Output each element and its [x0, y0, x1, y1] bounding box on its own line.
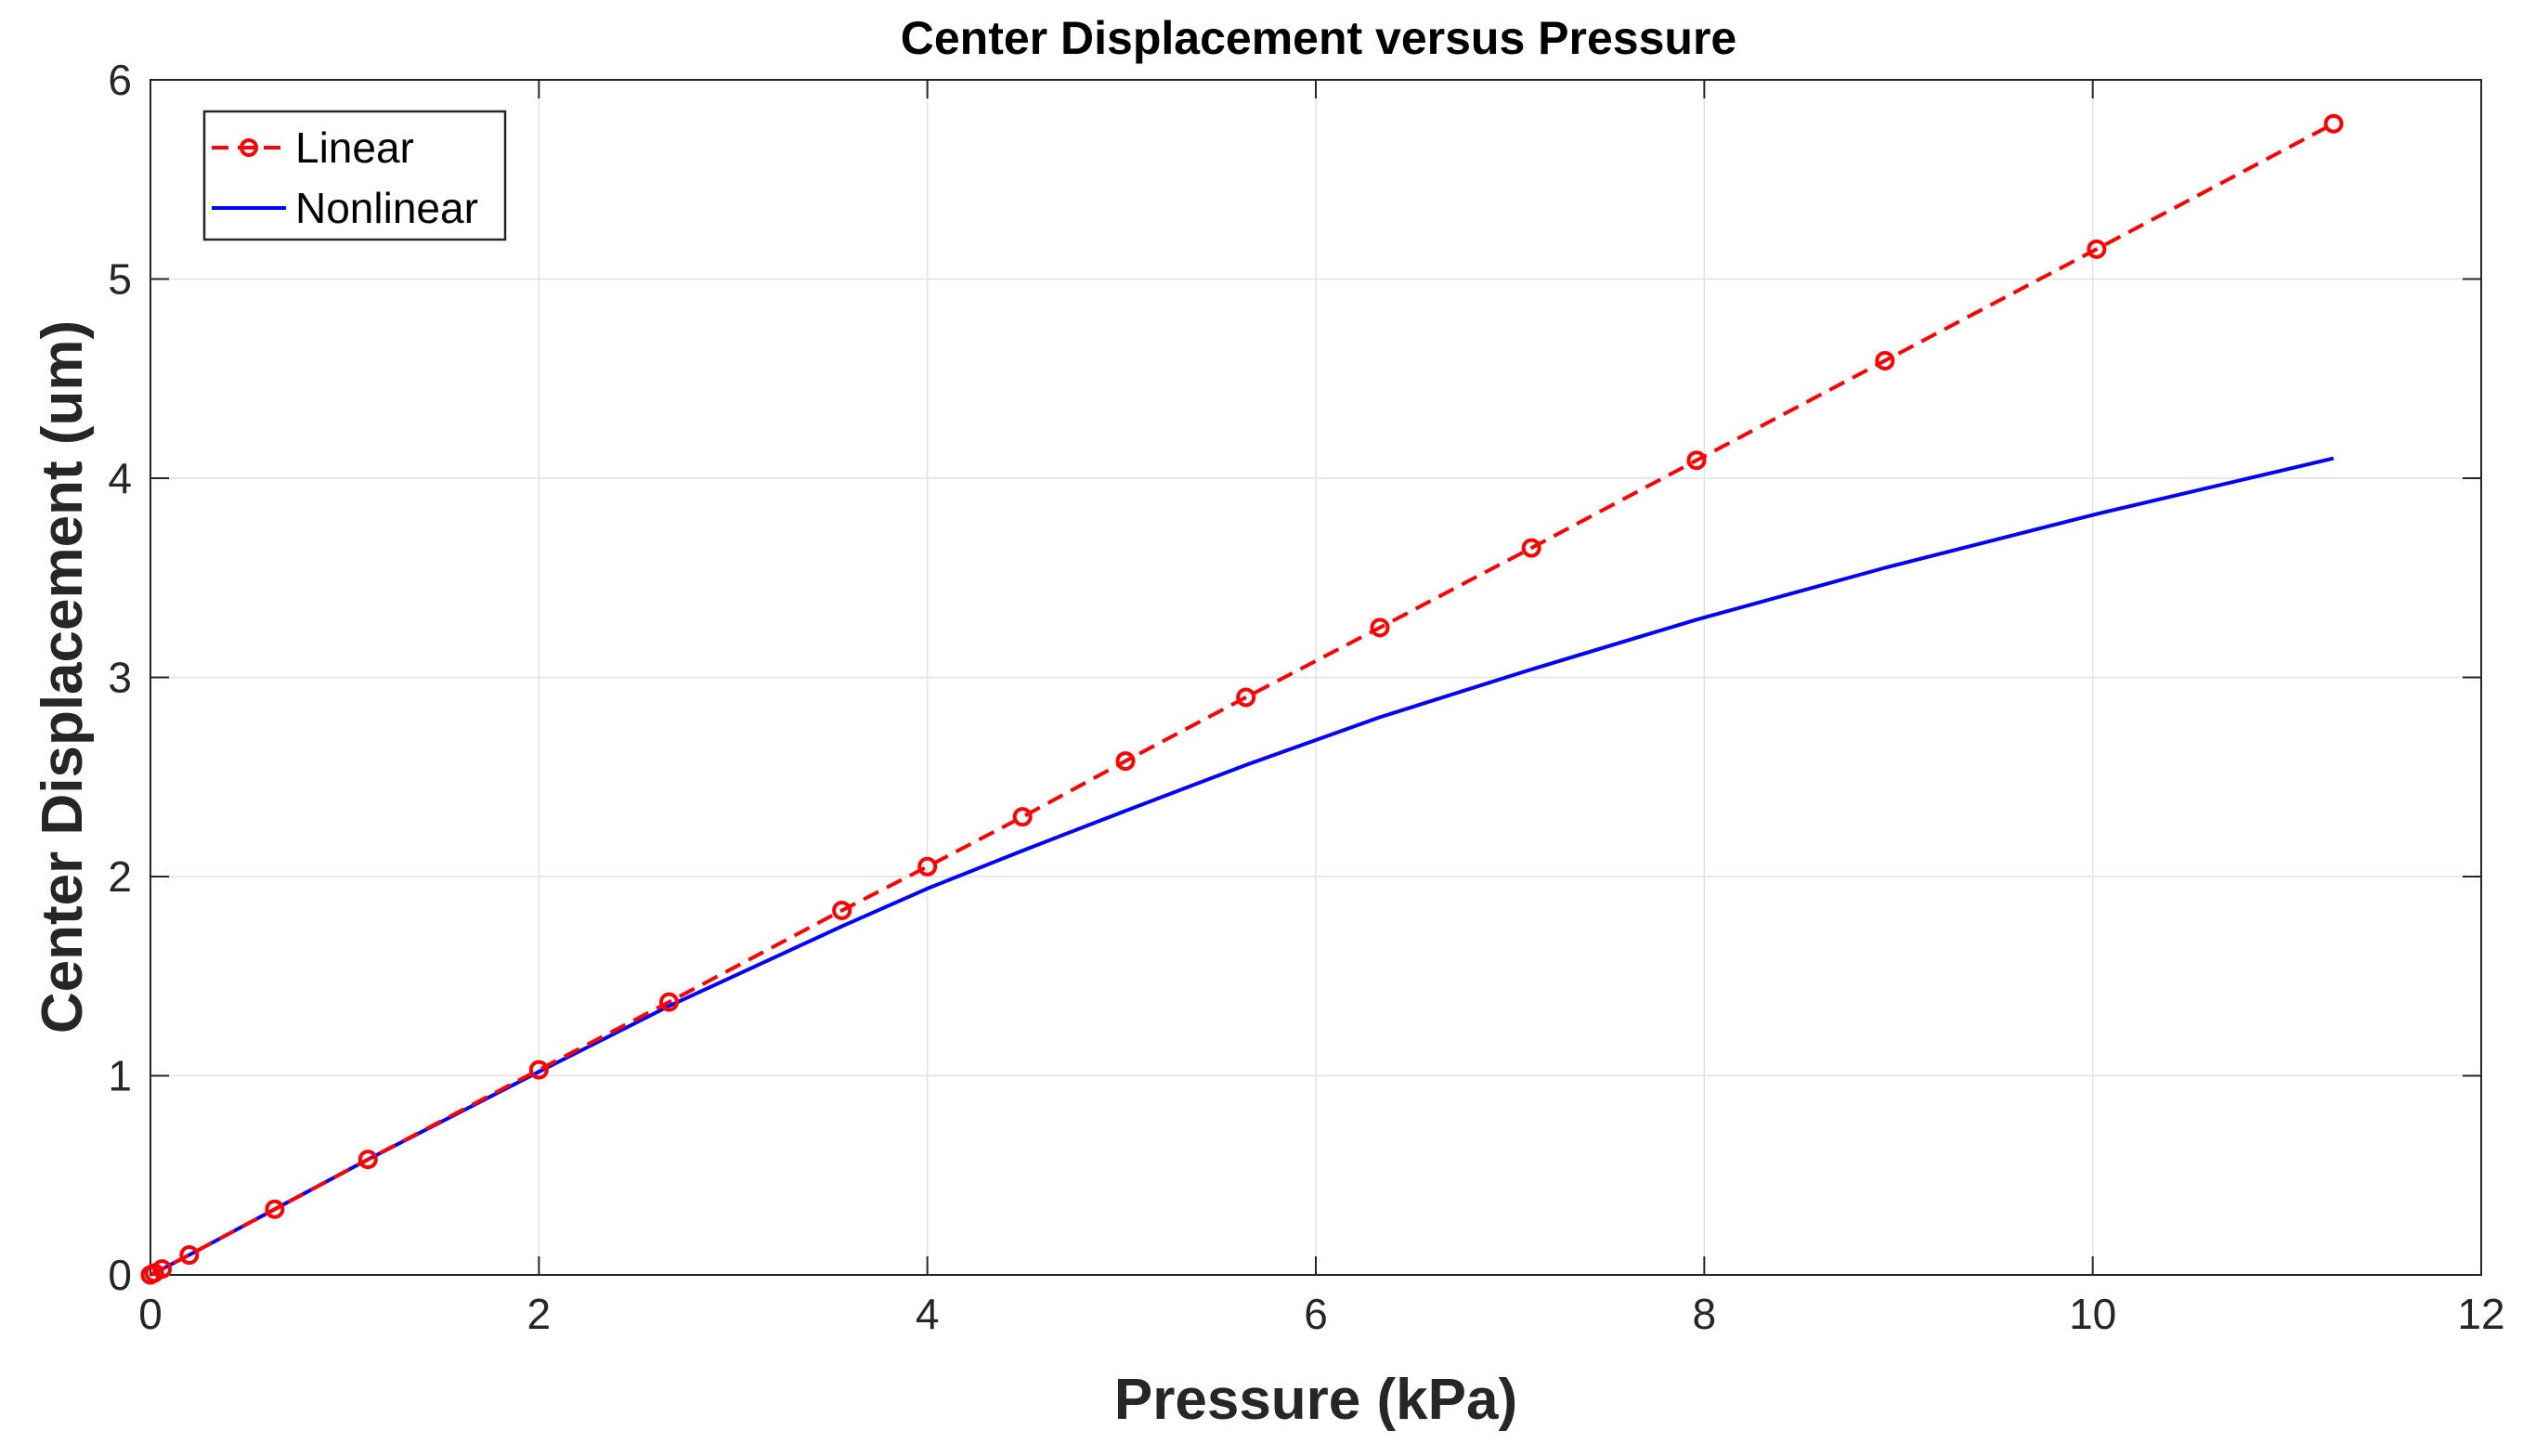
data-point-linear: [917, 856, 938, 877]
data-point-linear: [832, 900, 852, 920]
y-tick-label: 5: [108, 255, 132, 304]
x-tick-label: 4: [916, 1290, 940, 1338]
data-point-linear: [528, 1060, 549, 1080]
data-point-linear: [1370, 618, 1390, 638]
data-point-linear: [1521, 538, 1541, 558]
data-point-linear: [265, 1199, 285, 1219]
data-point-linear: [658, 992, 679, 1012]
y-tick-label: 4: [108, 454, 132, 502]
x-tick-label: 6: [1304, 1290, 1328, 1338]
data-point-linear: [2087, 239, 2107, 259]
data-point-linear: [152, 1259, 173, 1280]
y-tick-label: 6: [108, 56, 132, 104]
x-tick-label: 10: [2069, 1290, 2116, 1338]
x-tick-label: 8: [1693, 1290, 1717, 1338]
x-tick-label: 2: [527, 1290, 552, 1338]
y-axis-label: Center Displacement (um): [31, 320, 95, 1034]
x-tick-label: 0: [138, 1290, 163, 1338]
y-tick-label: 1: [108, 1052, 132, 1100]
data-point-linear: [1236, 687, 1256, 708]
data-point-linear: [1686, 450, 1707, 471]
data-point-linear: [179, 1245, 200, 1266]
data-point-linear: [1115, 751, 1136, 772]
series-line-nonlinear: [150, 456, 2334, 1277]
x-axis-label: Pressure (kPa): [1114, 1368, 1517, 1432]
series-line-linear: [150, 122, 2334, 1277]
y-tick-label: 3: [108, 654, 132, 702]
data-point-linear: [1875, 350, 1895, 370]
y-tick-label: 2: [108, 852, 132, 901]
legend-nonlinear-label: Nonlinear: [295, 184, 478, 232]
chart-title: Center Displacement versus Pressure: [901, 12, 1736, 64]
legend-box: [202, 110, 507, 241]
legend-linear-marker: [240, 138, 258, 157]
legend-linear-label: Linear: [295, 124, 414, 172]
series-layer: [140, 113, 2344, 1285]
data-point-linear: [2323, 113, 2344, 134]
data-point-linear: [358, 1150, 378, 1170]
x-tick-label: 12: [2457, 1290, 2504, 1338]
data-point-linear: [1012, 807, 1033, 827]
legend: Linear Nonlinear: [202, 110, 507, 241]
y-tick-label: 0: [108, 1251, 132, 1299]
